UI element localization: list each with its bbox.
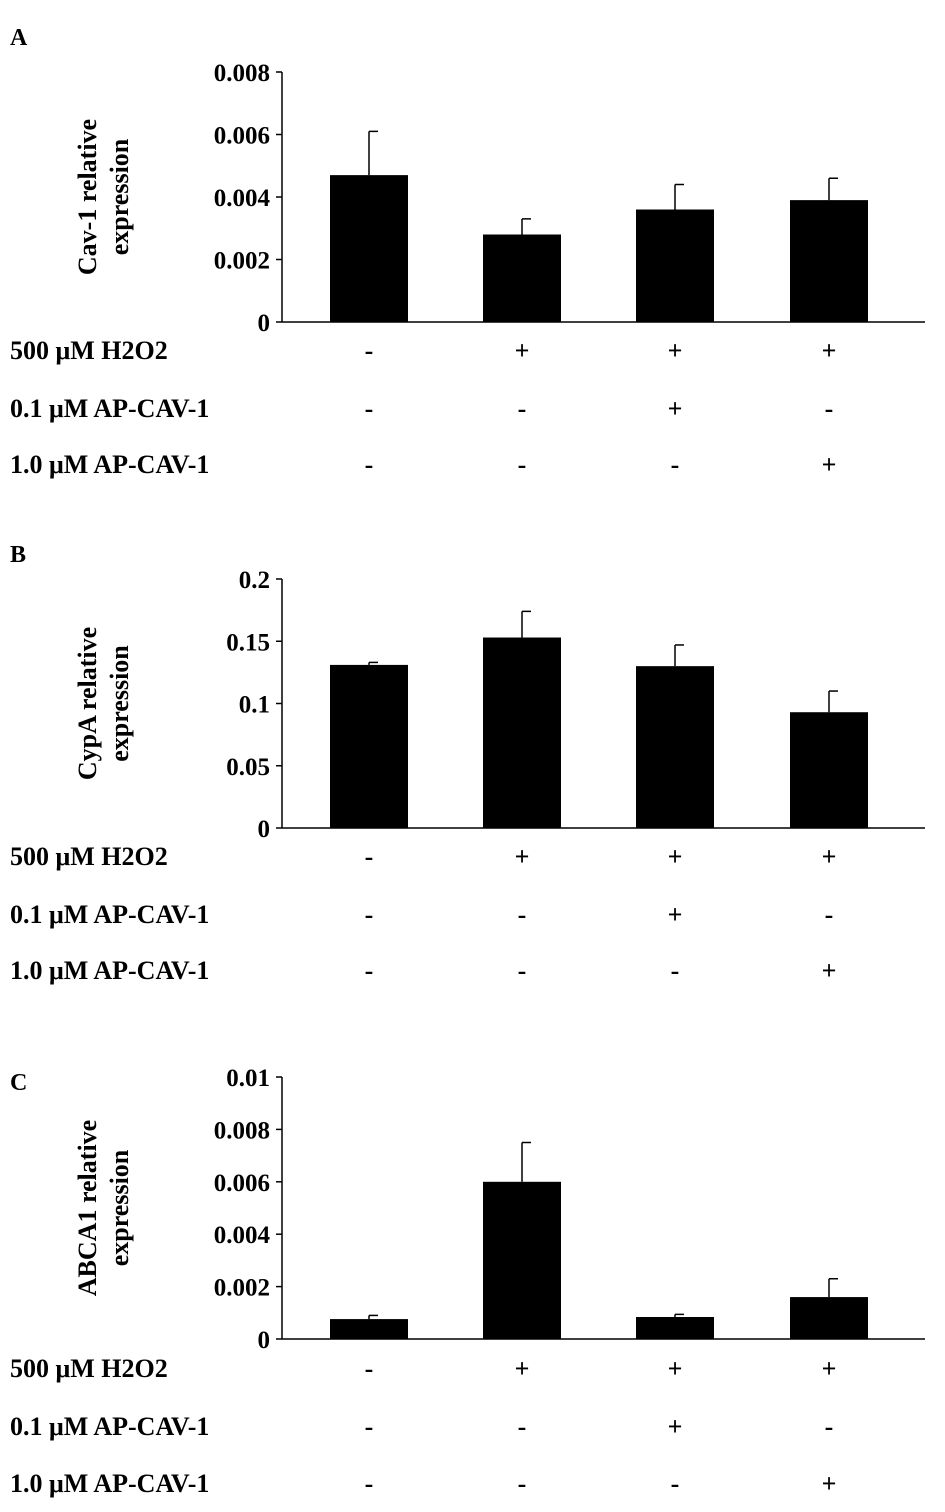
condition-mark: - (825, 900, 834, 929)
panel-A: A 0 0.002 0.004 0.006 0.008 Cav-1 relative expr… (10, 25, 925, 479)
condition-mark: + (668, 394, 683, 423)
condition-mark: + (822, 1354, 837, 1383)
y-tick-label: 0.2 (239, 567, 270, 594)
condition-mark: - (365, 394, 374, 423)
condition-mark: - (671, 450, 680, 479)
bar (483, 637, 561, 828)
condition-label: 1.0 μM AP-CAV-1 (10, 450, 209, 479)
y-tick-label: 0.01 (226, 1065, 270, 1092)
y-axis-label: Cav-1 relative (73, 119, 102, 275)
y-tick-label: 0 (258, 816, 271, 843)
condition-mark: + (822, 336, 837, 365)
condition-label: 0.1 μM AP-CAV-1 (10, 900, 209, 929)
condition-label: 500 μM H2O2 (10, 336, 168, 365)
condition-mark: - (825, 1412, 834, 1441)
y-tick-label: 0.002 (214, 1275, 270, 1302)
y-axis-label: expression (105, 138, 134, 255)
bar (790, 712, 868, 828)
panel-B: B 0 0.05 0.1 0.15 0.2 CypA relative expression 5… (10, 542, 925, 985)
y-axis-label: ABCA1 relative (73, 1120, 102, 1296)
bar (790, 1297, 868, 1339)
bar (636, 209, 714, 322)
condition-mark: - (365, 1412, 374, 1441)
condition-mark: - (365, 842, 374, 871)
condition-label: 0.1 μM AP-CAV-1 (10, 394, 209, 423)
y-tick-label: 0.006 (214, 123, 270, 150)
y-tick-label: 0.004 (214, 1222, 271, 1249)
condition-mark: - (365, 1469, 374, 1498)
bar (483, 234, 561, 322)
condition-label: 500 μM H2O2 (10, 842, 168, 871)
y-axis-label: CypA relative (73, 627, 102, 780)
y-tick-label: 0.008 (214, 1117, 270, 1144)
bar (790, 200, 868, 322)
condition-mark: - (365, 900, 374, 929)
condition-mark: + (822, 842, 837, 871)
panel-letter: B (10, 542, 26, 568)
bar (636, 1316, 714, 1339)
condition-mark: - (671, 1469, 680, 1498)
condition-mark: + (668, 1412, 683, 1441)
panel-letter: A (10, 25, 28, 51)
y-tick-label: 0.15 (226, 629, 270, 656)
condition-mark: + (668, 900, 683, 929)
bar (330, 175, 408, 322)
condition-mark: - (671, 956, 680, 985)
condition-mark: - (518, 900, 527, 929)
panel-letter: C (10, 1070, 27, 1096)
y-tick-label: 0.008 (214, 60, 270, 87)
condition-mark: - (518, 394, 527, 423)
condition-mark: - (825, 394, 834, 423)
condition-mark: + (822, 450, 837, 479)
condition-mark: - (518, 1412, 527, 1441)
y-tick-label: 0 (258, 1327, 271, 1354)
condition-mark: - (518, 450, 527, 479)
condition-mark: - (365, 450, 374, 479)
y-axis-label: expression (105, 1149, 134, 1266)
y-axis-label: expression (105, 645, 134, 762)
y-tick-label: 0 (258, 310, 271, 337)
bar (483, 1181, 561, 1339)
condition-label: 1.0 μM AP-CAV-1 (10, 1469, 209, 1498)
condition-label: 1.0 μM AP-CAV-1 (10, 956, 209, 985)
condition-mark: + (668, 336, 683, 365)
bar (330, 1319, 408, 1339)
panel-C: C 0 0.002 0.004 0.006 0.008 0.01 ABCA1 relative… (10, 1065, 925, 1498)
condition-mark: + (515, 842, 530, 871)
condition-mark: + (668, 842, 683, 871)
condition-mark: + (822, 1469, 837, 1498)
condition-mark: + (822, 956, 837, 985)
condition-mark: + (668, 1354, 683, 1383)
y-tick-label: 0.002 (214, 248, 270, 275)
condition-mark: - (365, 336, 374, 365)
condition-mark: - (518, 1469, 527, 1498)
bar (330, 664, 408, 828)
y-tick-label: 0.006 (214, 1170, 270, 1197)
bar (636, 666, 714, 828)
condition-label: 500 μM H2O2 (10, 1354, 168, 1383)
condition-mark: + (515, 336, 530, 365)
y-tick-label: 0.1 (239, 692, 270, 719)
condition-label: 0.1 μM AP-CAV-1 (10, 1412, 209, 1441)
condition-mark: + (515, 1354, 530, 1383)
condition-mark: - (518, 956, 527, 985)
y-tick-label: 0.05 (226, 754, 270, 781)
condition-mark: - (365, 956, 374, 985)
condition-mark: - (365, 1354, 374, 1383)
y-tick-label: 0.004 (214, 185, 271, 212)
